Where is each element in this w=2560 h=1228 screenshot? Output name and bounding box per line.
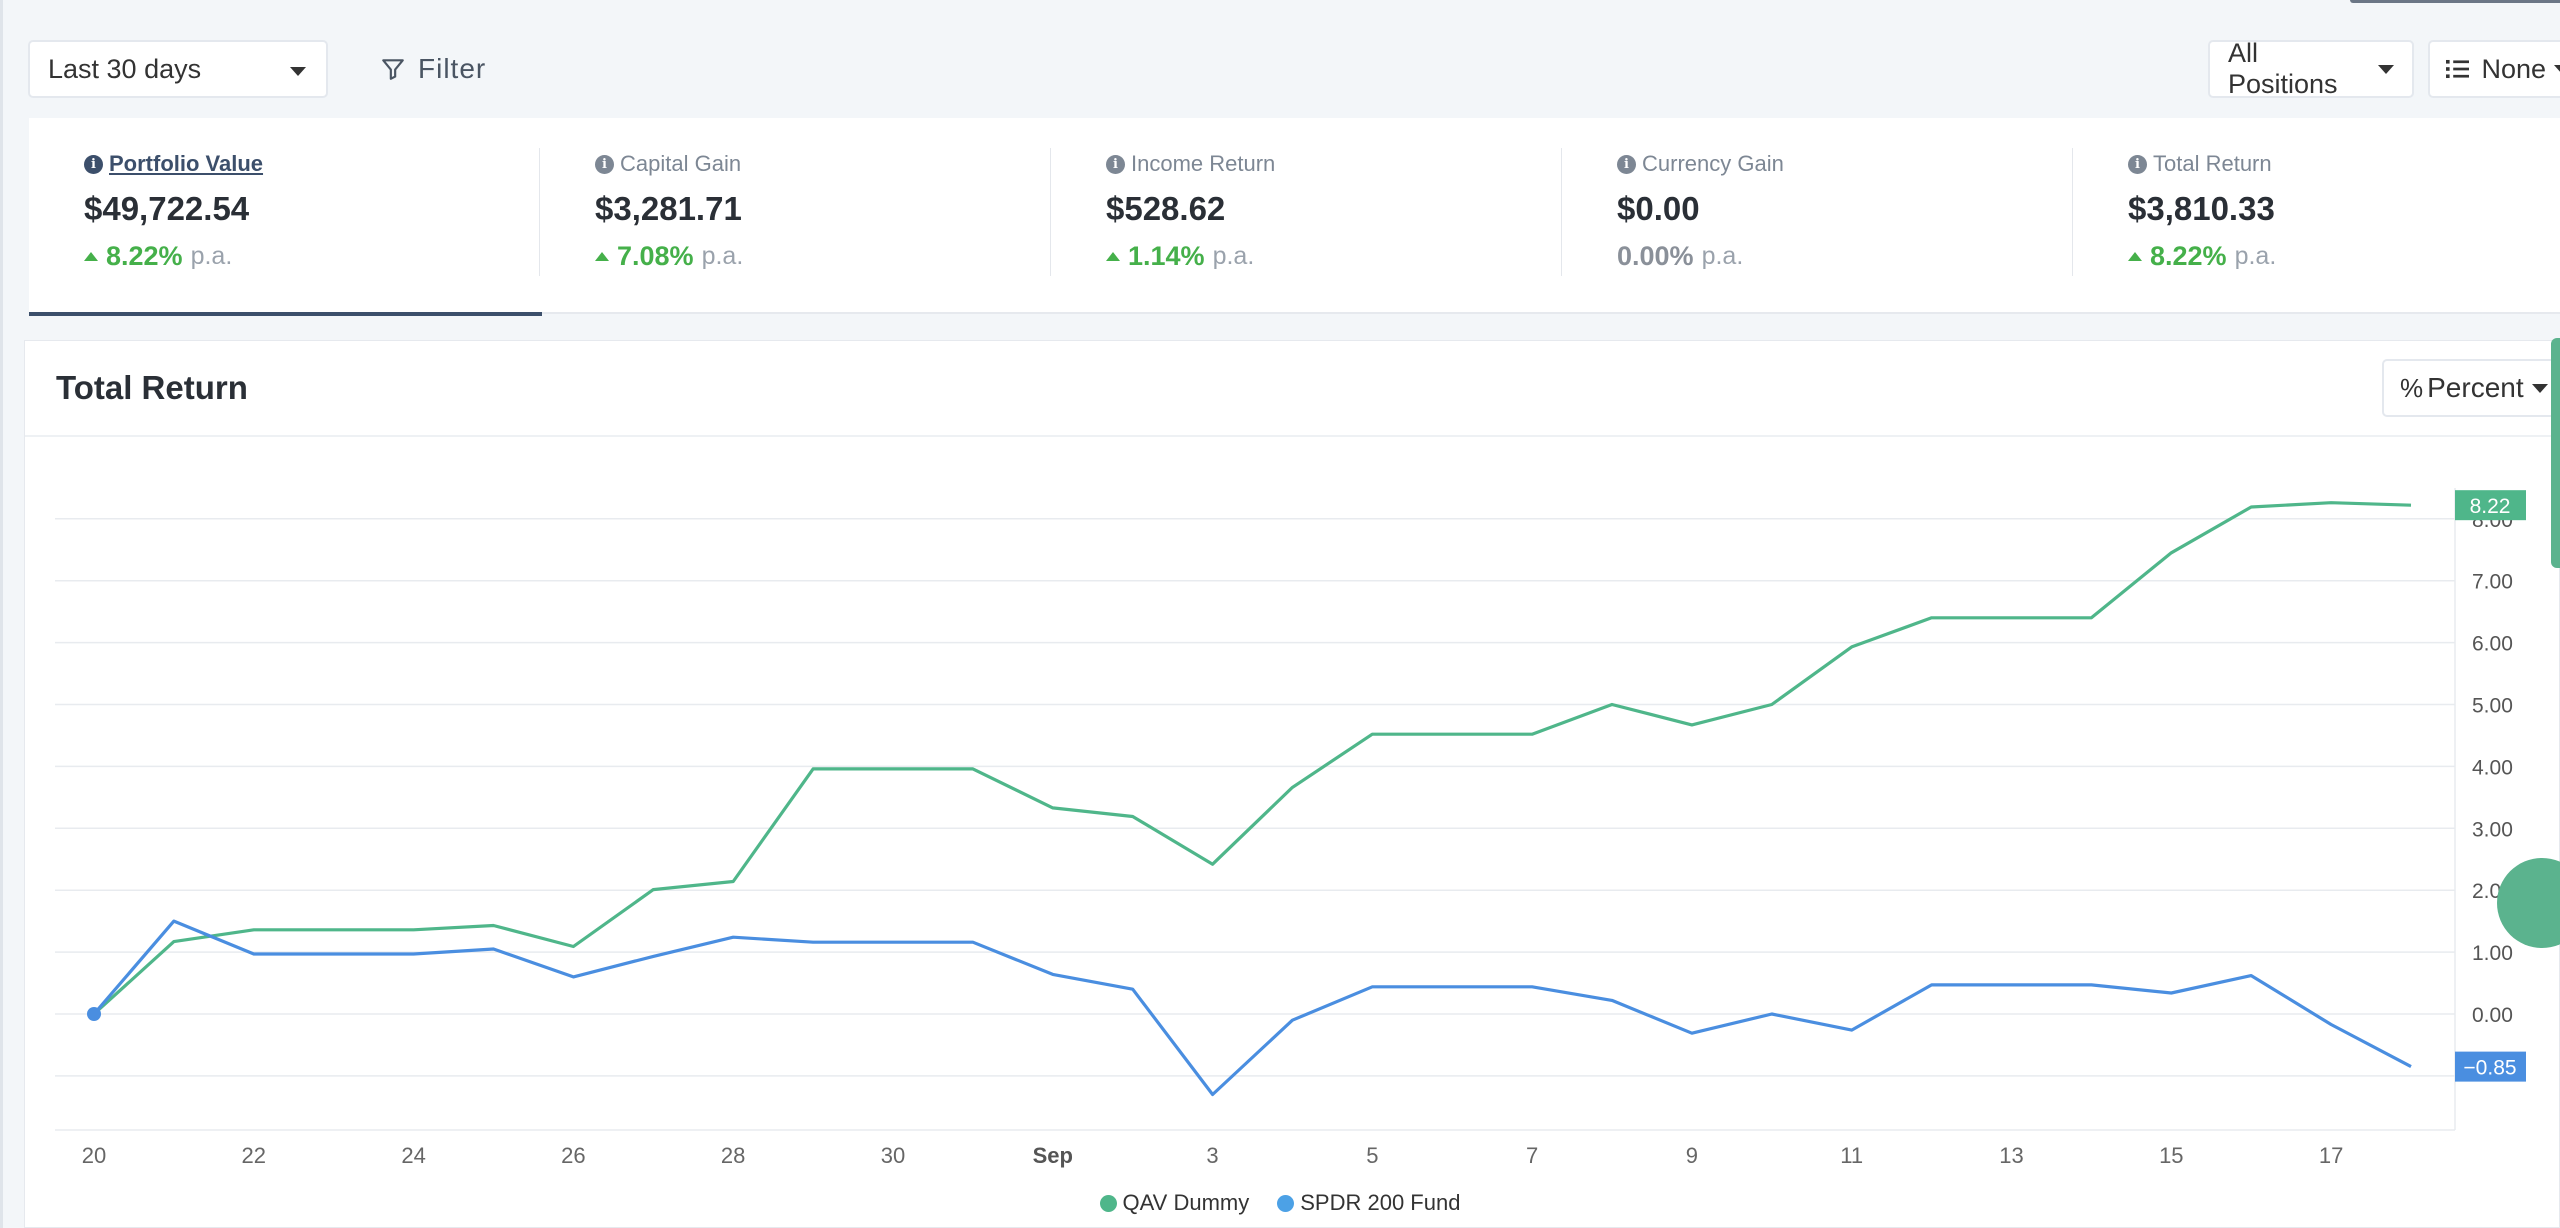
info-icon: i [1106, 154, 1125, 174]
legend-label: SPDR 200 Fund [1300, 1190, 1461, 1215]
grouping-label: None [2481, 53, 2546, 84]
metric-suffix: p.a. [1701, 241, 1744, 270]
chevron-down-icon [2378, 64, 2394, 74]
filter-label: Filter [418, 53, 487, 84]
trend-up-icon [2128, 251, 2142, 261]
metric-label: Income Return [1131, 151, 1276, 176]
positions-label: All Positions [2228, 38, 2338, 99]
info-icon: i [1617, 154, 1636, 174]
chevron-down-icon [2554, 64, 2560, 74]
metric-value: $0.00 [1617, 190, 1700, 227]
display-mode-dropdown[interactable]: % Percent [2382, 359, 2558, 417]
funnel-icon [382, 59, 404, 80]
positions-dropdown[interactable]: All Positions [2208, 38, 2414, 99]
percent-icon: % [2400, 372, 2424, 403]
metric-income-return[interactable]: i Income Return $528.62 1.14% p.a. [1051, 118, 1562, 314]
metric-value: $3,810.33 [2128, 190, 2275, 227]
metric-change: 8.22% [106, 240, 183, 271]
metric-suffix: p.a. [2234, 241, 2277, 270]
divider [2072, 148, 2073, 276]
grouping-dropdown[interactable]: None [2428, 40, 2560, 98]
legend-item-spdr[interactable]: SPDR 200 Fund [1277, 1190, 1460, 1216]
metric-label: Portfolio Value [109, 151, 264, 176]
info-icon: i [2128, 154, 2147, 174]
metric-label: Capital Gain [620, 151, 742, 176]
metric-change: 8.22% [2150, 240, 2227, 271]
metric-change: 0.00% [1617, 240, 1694, 271]
legend-label: QAV Dummy [1122, 1190, 1250, 1215]
info-icon: i [595, 154, 614, 174]
legend-dot [1099, 1194, 1117, 1212]
display-mode-label: Percent [2427, 372, 2524, 403]
side-panel-tab[interactable] [2551, 338, 2560, 568]
metric-total-return[interactable]: i Total Return $3,810.33 8.22% p.a. [2073, 118, 2560, 314]
date-range-select[interactable]: Last 30 days [28, 40, 328, 98]
legend-item-qav[interactable]: QAV Dummy [1099, 1190, 1250, 1216]
toolbar: Last 30 days Filter All Positions None [0, 0, 2560, 118]
legend-dot [1277, 1194, 1295, 1212]
metric-value: $528.62 [1106, 190, 1226, 227]
trend-up-icon [1106, 251, 1120, 261]
metric-suffix: p.a. [1212, 241, 1255, 270]
metric-value: $49,722.54 [84, 190, 250, 227]
chart-legend: QAV Dummy SPDR 200 Fund [0, 1190, 2560, 1216]
filter-button[interactable]: Filter [380, 40, 486, 98]
top-accent-bar [2350, 0, 2560, 3]
metric-suffix: p.a. [190, 241, 233, 270]
metric-capital-gain[interactable]: i Capital Gain $3,281.71 7.08% p.a. [540, 118, 1051, 314]
divider [1050, 148, 1051, 276]
chevron-down-icon [290, 67, 306, 76]
total-return-card: Total Return % Percent [24, 338, 2560, 1228]
page-left-border [0, 0, 3, 1228]
metric-value: $3,281.71 [595, 190, 742, 227]
trend-up-icon [595, 251, 609, 261]
divider [1561, 148, 1562, 276]
trend-up-icon [84, 251, 98, 261]
metric-portfolio-value[interactable]: i Portfolio Value $49,722.54 8.22% p.a. [29, 118, 542, 316]
metric-label: Currency Gain [1642, 151, 1784, 176]
chart-header: Total Return % Percent [25, 338, 2560, 568]
chart-title: Total Return [56, 369, 248, 406]
metric-change: 1.14% [1128, 240, 1205, 271]
metric-currency-gain[interactable]: i Currency Gain $0.00 0.00% p.a. [1562, 118, 2073, 314]
metric-label: Total Return [2153, 151, 2272, 176]
list-icon [2446, 59, 2470, 79]
chevron-down-icon [2531, 383, 2548, 393]
info-icon: i [84, 154, 103, 174]
divider [539, 148, 540, 276]
chat-launcher-button[interactable] [2497, 858, 2560, 948]
metric-change: 7.08% [617, 240, 694, 271]
metric-suffix: p.a. [701, 241, 744, 270]
date-range-value: Last 30 days [48, 53, 202, 84]
